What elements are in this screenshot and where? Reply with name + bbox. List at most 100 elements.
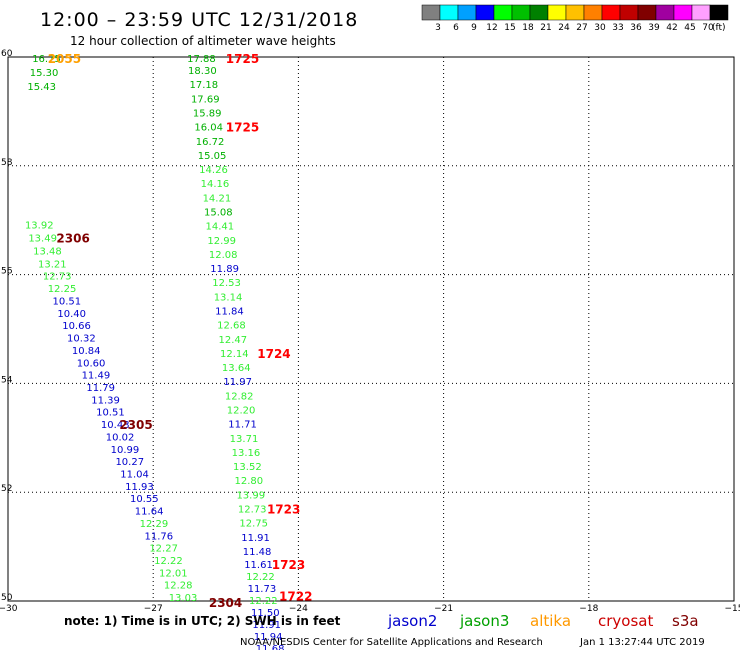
wave-height-point: 10.51	[53, 297, 82, 308]
y-tick-label: 56	[1, 267, 13, 277]
wave-height-point: 10.99	[111, 445, 140, 456]
wave-height-point: 12.73	[43, 272, 72, 283]
wave-height-point: 12.47	[219, 335, 248, 346]
wave-height-point: 15.89	[193, 108, 222, 119]
wave-height-point: 12.25	[48, 284, 77, 295]
wave-height-point: 13.16	[232, 448, 261, 459]
wave-height-point: 12.14	[220, 349, 249, 360]
colorbar-label: 12	[486, 23, 497, 33]
colorbar-label: 9	[471, 23, 477, 33]
wave-height-point: 15.43	[27, 82, 56, 93]
colorbar-label: 42	[666, 23, 677, 33]
colorbar-label: 24	[558, 23, 570, 33]
colorbar-swatch	[457, 4, 477, 21]
wave-height-point: 12.75	[239, 519, 268, 530]
colorbar-label: 15	[504, 23, 515, 33]
y-tick-label: 50	[1, 593, 13, 603]
wave-height-point: 11.48	[243, 547, 272, 558]
pass-time-label: 1725	[226, 52, 259, 66]
colorbar-swatch	[709, 4, 729, 21]
x-tick-label: −27	[144, 604, 163, 614]
colorbar-label: 70	[702, 23, 714, 33]
colorbar-label: 21	[540, 23, 551, 33]
pass-time-label: 2304	[209, 596, 242, 610]
wave-height-point: 10.84	[72, 346, 101, 357]
pass-time-label: 1725	[226, 121, 259, 135]
wave-height-point: 17.18	[190, 80, 219, 91]
wave-height-point: 10.40	[57, 309, 86, 320]
y-tick-label: 54	[1, 375, 13, 385]
wave-height-point: 13.52	[233, 462, 262, 473]
wave-height-point: 15.08	[204, 207, 233, 218]
colorbar-swatch	[529, 4, 549, 21]
wave-height-point: 12.01	[159, 569, 188, 580]
wave-height-point: 12.27	[149, 544, 178, 555]
colorbar-swatch	[691, 4, 711, 21]
colorbar-label: 33	[612, 23, 623, 33]
x-tick-label: −21	[434, 604, 453, 614]
colorbar-swatch	[493, 4, 513, 21]
pass-time-label: 1723	[267, 503, 300, 517]
satellite-legend: jason2 jason3 altika cryosat s3a	[387, 612, 699, 630]
colorbar-label: 45	[684, 23, 695, 33]
wave-height-point: 11.93	[125, 482, 154, 493]
wave-height-point: 12.68	[217, 321, 246, 332]
wave-height-point: 11.94	[254, 632, 283, 643]
wave-height-point: 11.79	[86, 383, 115, 394]
wave-height-point: 12.22	[246, 572, 275, 583]
wave-height-point: 12.82	[225, 391, 254, 402]
wave-height-point: 10.32	[67, 334, 96, 345]
plot-grid	[8, 57, 734, 601]
wave-height-point: 11.91	[252, 620, 281, 631]
y-tick-label: 58	[1, 158, 13, 168]
wave-height-point: 12.53	[212, 278, 241, 289]
x-tick-label: −30	[0, 604, 18, 614]
wave-height-point: 11.97	[223, 377, 252, 388]
colorbar-swatch	[583, 4, 603, 21]
wave-height-point: 12.80	[235, 476, 264, 487]
wave-height-point: 10.60	[77, 359, 106, 370]
colorbar-swatch	[601, 4, 621, 21]
plot-frame	[7, 56, 735, 602]
wave-height-point: 11.89	[210, 264, 239, 275]
chart-subtitle: 12 hour collection of altimeter wave hei…	[70, 34, 336, 48]
satellite-legend-item: jason2	[387, 612, 437, 630]
pass-time-label: 1723	[272, 558, 305, 572]
colorbar-swatch	[619, 4, 639, 21]
data-points: 16.7515.3015.4313.9213.4913.4813.2112.73…	[25, 54, 285, 650]
wave-height-point: 14.41	[205, 222, 234, 233]
satellite-legend-item: cryosat	[598, 612, 653, 630]
pass-time-label: 2305	[119, 418, 152, 432]
pass-time-label: 2055	[48, 52, 81, 66]
satellite-legend-item: jason3	[459, 612, 509, 630]
wave-height-point: 11.73	[248, 584, 277, 595]
y-tick-label: 60	[1, 49, 13, 59]
pass-labels: 2055 1725 1725 2306 1724 2305 1723 1723 2304 1722	[48, 52, 313, 610]
wave-height-point: 14.21	[203, 193, 232, 204]
colorbar-swatch	[439, 4, 459, 21]
wave-height-point: 13.21	[38, 260, 67, 271]
footer-credit: NOAA/NESDIS Center for Satellite Applica…	[240, 637, 543, 648]
wave-height-point: 11.04	[120, 470, 149, 481]
colorbar-label: 36	[630, 23, 642, 33]
colorbar-swatch	[673, 4, 693, 21]
chart-title: 12:00 – 23:59 UTC 12/31/2018	[40, 9, 358, 31]
x-tick-label: −24	[289, 604, 308, 614]
colorbar-label: 3	[435, 23, 441, 33]
wave-height-point: 10.27	[115, 457, 144, 468]
wave-height-point: 11.84	[215, 307, 244, 318]
wave-height-point: 11.49	[82, 371, 111, 382]
wave-height-point: 15.05	[198, 151, 227, 162]
wave-height-point: 13.99	[236, 490, 265, 501]
wave-height-point: 10.51	[96, 408, 125, 419]
colorbar-swatch	[475, 4, 495, 21]
colorbar-swatch	[547, 4, 567, 21]
wave-height-point: 13.03	[169, 593, 198, 604]
wave-height-point: 11.61	[244, 560, 273, 571]
wave-height-point: 10.02	[106, 433, 135, 444]
wave-height-point: 11.76	[144, 532, 173, 543]
wave-height-point: 12.22	[154, 556, 183, 567]
wave-height-point: 11.91	[241, 533, 270, 544]
wave-height-point: 10.43	[101, 420, 130, 431]
colorbar-label: 27	[576, 23, 587, 33]
